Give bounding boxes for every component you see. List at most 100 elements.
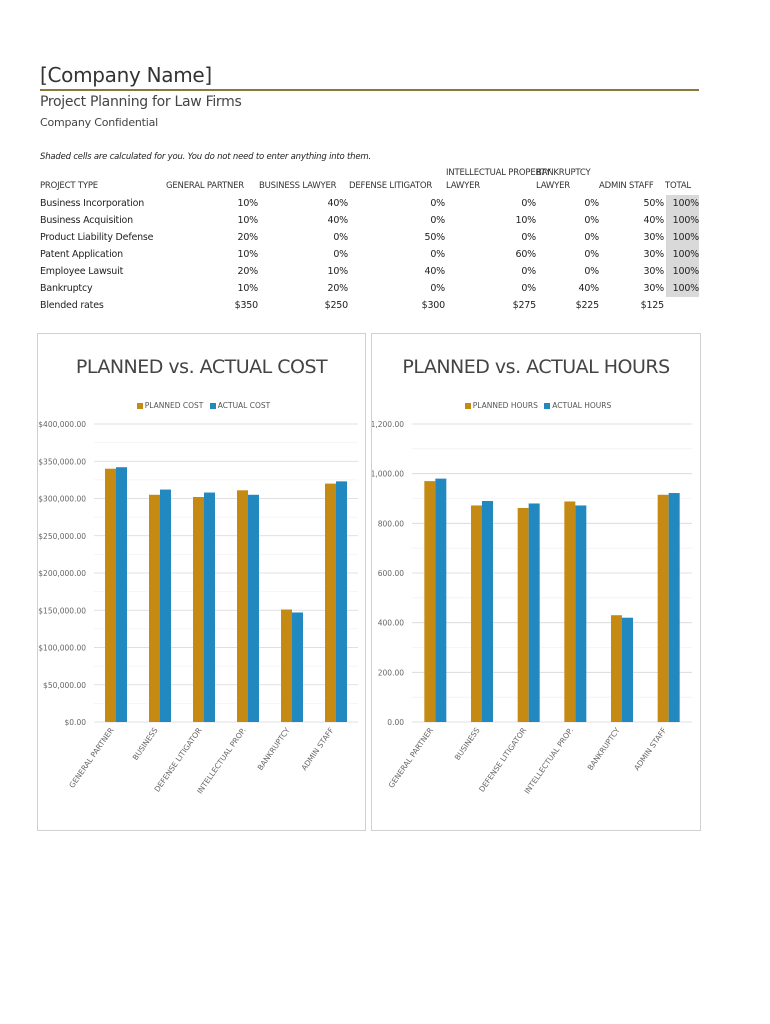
hours-chart-plot: 0.00 200.00 400.00 600.00 800.00 1,000.00 1,20… [372, 420, 692, 796]
table-cell-bk: 40% [578, 283, 599, 294]
table-cell-dl: 0% [430, 283, 445, 294]
y-tick-label: $0.00 [65, 718, 87, 727]
planned-bar [611, 615, 622, 722]
table-cell-bk: 0% [584, 266, 599, 277]
legend-swatch-actual [544, 403, 551, 409]
table-cell-bl: $250 [324, 300, 349, 311]
table-cell-bl: 0% [333, 249, 348, 260]
header-project-type: PROJECT TYPE [40, 181, 98, 191]
table-cell-bk: 0% [584, 198, 599, 209]
table-cell-ip: 0% [521, 232, 536, 243]
table-cell-bk: 0% [584, 232, 599, 243]
actual-bar [204, 492, 215, 722]
table-cell-total: 100% [672, 283, 700, 294]
table-cell-as: 30% [643, 249, 664, 260]
company-name: [Company Name] [40, 63, 212, 87]
planned-bar [471, 505, 482, 722]
actual-bar [336, 481, 347, 722]
table-cell-as: 50% [643, 198, 664, 209]
cost-chart-plot: $0.00 $50,000.00 $100,000.00 $150,000.00 $20… [38, 420, 358, 796]
table-cell-gp: 20% [237, 232, 258, 243]
table-cell-bl: 40% [327, 215, 348, 226]
table-cell-bk: 0% [584, 249, 599, 260]
legend-label-planned-cost: PLANNED COST [144, 401, 204, 410]
header-admin-staff: ADMIN STAFF [599, 181, 654, 191]
x-tick-label: DEFENSE LITIGATOR [477, 726, 528, 794]
x-tick-label: ADMIN STAFF [632, 726, 668, 772]
actual-bar [575, 505, 587, 722]
title-rule [40, 89, 699, 91]
table-cell-bl: 40% [327, 198, 348, 209]
planned-bar [281, 609, 292, 722]
table-cell-bl: 10% [327, 266, 348, 277]
y-tick-label: 200.00 [378, 668, 404, 677]
actual-bar [292, 612, 303, 722]
table-cell-gp: 10% [237, 215, 258, 226]
page-subtitle: Project Planning for Law Firms [40, 94, 242, 110]
y-tick-label: 0.00 [387, 718, 404, 727]
table-cell-as: 30% [643, 266, 664, 277]
row-project-type: Patent Application [40, 249, 123, 260]
hours-chart-title: PLANNED vs. ACTUAL HOURS [402, 356, 670, 378]
legend-label-actual-cost: ACTUAL COST [217, 401, 271, 410]
table-cell-total: 100% [672, 215, 700, 226]
cost-chart-title: PLANNED vs. ACTUAL COST [75, 356, 328, 378]
instruction-note: Shaded cells are calculated for you. You… [40, 152, 371, 162]
table-cell-total: 100% [672, 198, 700, 209]
planned-bar [564, 501, 576, 722]
legend-swatch-actual [209, 403, 216, 409]
hours-chart: PLANNED vs. ACTUAL HOURS PLANNED HOURS A… [371, 333, 701, 831]
table-cell-dl: 0% [430, 249, 445, 260]
x-tick-label: GENERAL PARTNER [67, 726, 115, 790]
header-business-lawyer: BUSINESS LAWYER [259, 181, 337, 191]
table-cell-ip: 0% [521, 266, 536, 277]
table-cell-dl: 0% [430, 215, 445, 226]
table-cell-bk: $225 [575, 300, 600, 311]
row-project-type: Business Acquisition [40, 215, 133, 226]
table-cell-ip: 10% [515, 215, 536, 226]
table-cell-bk: 0% [584, 215, 599, 226]
table-cell-ip: 0% [521, 198, 536, 209]
y-tick-label: 400.00 [378, 619, 404, 628]
actual-bar [248, 494, 259, 722]
actual-bar [622, 617, 633, 722]
y-tick-label: $400,000.00 [38, 420, 86, 429]
planned-bar [325, 483, 336, 722]
legend-swatch-planned [136, 403, 143, 409]
table-cell-total: 100% [672, 232, 700, 243]
cost-chart: PLANNED vs. ACTUAL COST PLANNED COST ACT… [37, 333, 366, 831]
x-tick-label: BANKRUPTCY [256, 726, 292, 772]
planned-bar [237, 490, 248, 722]
table-cell-dl: $300 [421, 300, 446, 311]
x-tick-label: ADMIN STAFF [300, 726, 336, 772]
x-tick-label: BUSINESS [131, 726, 160, 762]
y-tick-label: $350,000.00 [38, 457, 86, 466]
header-bankruptcy-line1: BANKRUPTCY [536, 168, 591, 178]
table-cell-dl: 50% [424, 232, 445, 243]
header-total: TOTAL [665, 181, 691, 191]
x-tick-label: INTELLECTUAL PROP. [523, 726, 575, 796]
header-ip-line2: LAWYER [446, 181, 480, 191]
table-cell-bl: 0% [333, 232, 348, 243]
y-tick-label: $250,000.00 [38, 532, 86, 541]
table-cell-dl: 40% [424, 266, 445, 277]
actual-bar [116, 467, 127, 722]
table-cell-gp: 10% [237, 198, 258, 209]
y-tick-label: 1,200.00 [372, 420, 404, 429]
blended-rates-label: Blended rates [40, 300, 104, 311]
table-cell-gp: 10% [237, 249, 258, 260]
header-general-partner: GENERAL PARTNER [166, 181, 245, 191]
actual-bar [668, 493, 680, 722]
x-tick-label: INTELLECTUAL PROP. [195, 726, 247, 796]
header-ip-line1: INTELLECTUAL PROPERTY [446, 168, 551, 178]
table-cell-ip: 0% [521, 283, 536, 294]
table-cell-as: $125 [640, 300, 665, 311]
legend-label-actual-hours: ACTUAL HOURS [552, 401, 612, 410]
planned-bar [517, 507, 529, 722]
planned-bar [193, 497, 204, 722]
x-tick-label: BANKRUPTCY [586, 726, 622, 772]
x-tick-label: BUSINESS [453, 726, 482, 762]
table-cell-dl: 0% [430, 198, 445, 209]
row-project-type: Bankruptcy [40, 283, 93, 294]
y-tick-label: $50,000.00 [43, 681, 86, 690]
